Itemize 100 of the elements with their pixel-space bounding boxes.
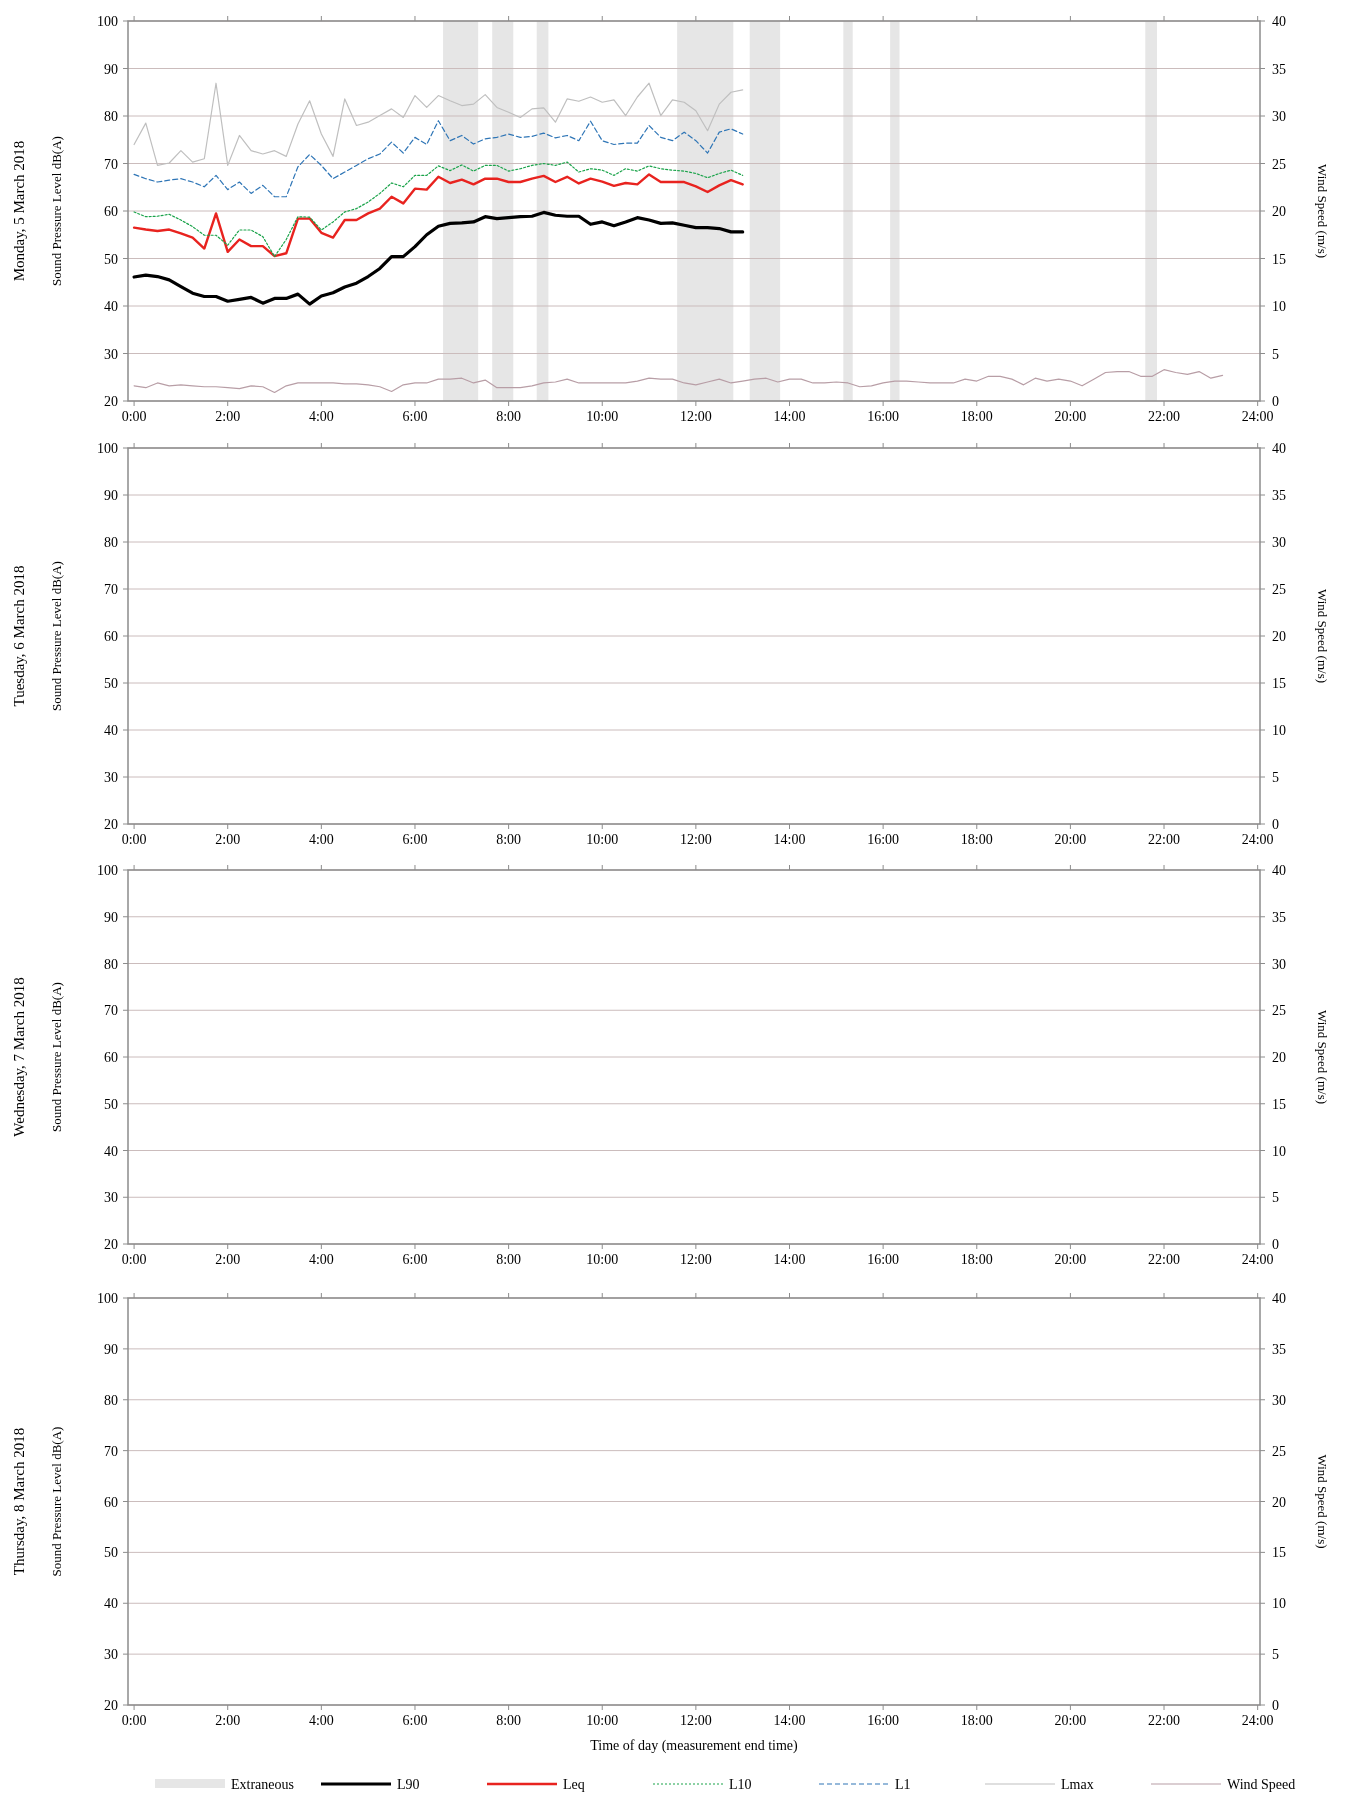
legend-label: Lmax — [1061, 1777, 1094, 1792]
y2-axis-title: Wind Speed (m/s) — [1315, 163, 1330, 259]
y2-tick-label: 35 — [1272, 1341, 1286, 1357]
x-tick-label: 6:00 — [402, 409, 428, 424]
y-tick-label: 40 — [104, 299, 118, 314]
y-tick-label: 60 — [104, 1050, 118, 1065]
y2-axis-title: Wind Speed (m/s) — [1315, 588, 1330, 684]
x-tick-label: 16:00 — [867, 1252, 900, 1267]
x-tick-label: 2:00 — [215, 409, 241, 424]
y2-tick-label: 35 — [1272, 909, 1286, 925]
y2-tick-label: 25 — [1272, 1443, 1286, 1459]
x-tick-label: 6:00 — [402, 1713, 428, 1728]
y-axis-title: Sound Pressure Level dB(A) — [49, 982, 64, 1132]
x-tick-label: 18:00 — [960, 1713, 993, 1728]
x-tick-label: 20:00 — [1054, 1713, 1087, 1728]
y2-tick-label: 40 — [1272, 14, 1286, 29]
x-tick-label: 10:00 — [586, 1252, 619, 1267]
y-tick-label: 30 — [104, 1647, 118, 1663]
y-tick-label: 70 — [104, 156, 118, 172]
y2-tick-label: 25 — [1272, 156, 1286, 172]
y2-tick-label: 40 — [1272, 1291, 1286, 1306]
y2-tick-label: 0 — [1272, 1237, 1279, 1252]
x-tick-label: 20:00 — [1054, 409, 1087, 424]
x-tick-label: 4:00 — [308, 832, 334, 847]
x-tick-label: 0:00 — [121, 409, 147, 424]
y2-tick-label: 20 — [1272, 204, 1286, 219]
y-tick-label: 40 — [104, 1143, 118, 1159]
y-tick-label: 20 — [104, 1698, 118, 1713]
y2-tick-label: 0 — [1272, 817, 1279, 832]
x-tick-label: 0:00 — [121, 1252, 147, 1267]
y2-tick-label: 5 — [1272, 770, 1279, 785]
y-tick-label: 30 — [104, 1190, 118, 1206]
x-tick-label: 0:00 — [121, 1713, 147, 1728]
y-tick-label: 50 — [104, 1545, 118, 1561]
y2-tick-label: 30 — [1272, 535, 1286, 550]
x-tick-label: 18:00 — [960, 1252, 993, 1267]
x-tick-label: 16:00 — [867, 1713, 900, 1728]
y-tick-label: 50 — [104, 251, 118, 267]
x-tick-label: 12:00 — [679, 1713, 712, 1728]
y-tick-label: 70 — [104, 1443, 118, 1459]
x-tick-label: 6:00 — [402, 1252, 428, 1267]
y2-tick-label: 15 — [1272, 676, 1286, 691]
y-tick-label: 80 — [104, 535, 118, 550]
x-axis-title: Time of day (measurement end time) — [590, 1738, 799, 1754]
legend-label: Extraneous — [231, 1777, 294, 1792]
x-tick-label: 16:00 — [867, 409, 900, 424]
y2-tick-label: 15 — [1272, 1096, 1286, 1112]
y2-tick-label: 15 — [1272, 251, 1286, 267]
x-tick-label: 8:00 — [496, 409, 522, 424]
y-tick-label: 60 — [104, 204, 118, 219]
y-tick-label: 90 — [104, 61, 118, 77]
line-series — [133, 369, 1224, 394]
y-tick-label: 30 — [104, 770, 118, 785]
y-axis-title: Sound Pressure Level dB(A) — [49, 561, 64, 711]
y2-tick-label: 30 — [1272, 1392, 1286, 1408]
x-tick-label: 24:00 — [1241, 1713, 1274, 1728]
y2-tick-label: 10 — [1272, 1596, 1286, 1612]
y-tick-label: 50 — [104, 1096, 118, 1112]
x-tick-label: 24:00 — [1241, 409, 1274, 424]
x-tick-label: 8:00 — [496, 832, 522, 847]
y-tick-label: 80 — [104, 956, 118, 972]
legend-label: L90 — [397, 1777, 420, 1792]
text: Thursday, 8 March 2018 — [11, 1427, 27, 1576]
y-tick-label: 40 — [104, 723, 118, 738]
x-tick-label: 12:00 — [679, 409, 712, 424]
y-axis-title: Sound Pressure Level dB(A) — [49, 136, 64, 286]
y2-tick-label: 0 — [1272, 1698, 1279, 1713]
x-tick-label: 16:00 — [867, 832, 900, 847]
y2-tick-label: 10 — [1272, 1143, 1286, 1159]
x-tick-label: 8:00 — [496, 1252, 522, 1267]
x-tick-label: 4:00 — [308, 1713, 334, 1728]
text: Tuesday, 6 March 2018 — [11, 565, 27, 707]
x-tick-label: 10:00 — [586, 1713, 619, 1728]
x-tick-label: 10:00 — [586, 409, 619, 424]
y2-tick-label: 25 — [1272, 1003, 1286, 1019]
x-tick-label: 14:00 — [773, 1713, 806, 1728]
y-tick-label: 30 — [104, 346, 118, 362]
x-tick-label: 22:00 — [1148, 1252, 1180, 1267]
legend-label: Leq — [563, 1777, 585, 1792]
y-tick-label: 50 — [104, 676, 118, 691]
y2-tick-label: 10 — [1272, 299, 1286, 314]
y2-tick-label: 5 — [1272, 1190, 1279, 1206]
y2-tick-label: 20 — [1272, 1050, 1286, 1065]
x-tick-label: 12:00 — [679, 832, 712, 847]
x-tick-label: 12:00 — [679, 1252, 712, 1267]
x-tick-label: 6:00 — [402, 832, 428, 847]
y2-tick-label: 30 — [1272, 109, 1286, 124]
y-tick-label: 70 — [104, 1003, 118, 1019]
y2-tick-label: 40 — [1272, 863, 1286, 878]
y2-tick-label: 5 — [1272, 346, 1279, 362]
legend-label: Wind Speed — [1227, 1777, 1296, 1792]
x-tick-label: 24:00 — [1241, 832, 1274, 847]
y-tick-label: 80 — [104, 1392, 118, 1408]
x-tick-label: 4:00 — [308, 1252, 334, 1267]
x-tick-label: 20:00 — [1054, 1252, 1087, 1267]
x-tick-label: 4:00 — [308, 409, 334, 424]
y-tick-label: 60 — [104, 1494, 118, 1510]
x-tick-label: 14:00 — [773, 409, 806, 424]
x-tick-label: 14:00 — [773, 832, 806, 847]
x-tick-label: 24:00 — [1241, 1252, 1274, 1267]
